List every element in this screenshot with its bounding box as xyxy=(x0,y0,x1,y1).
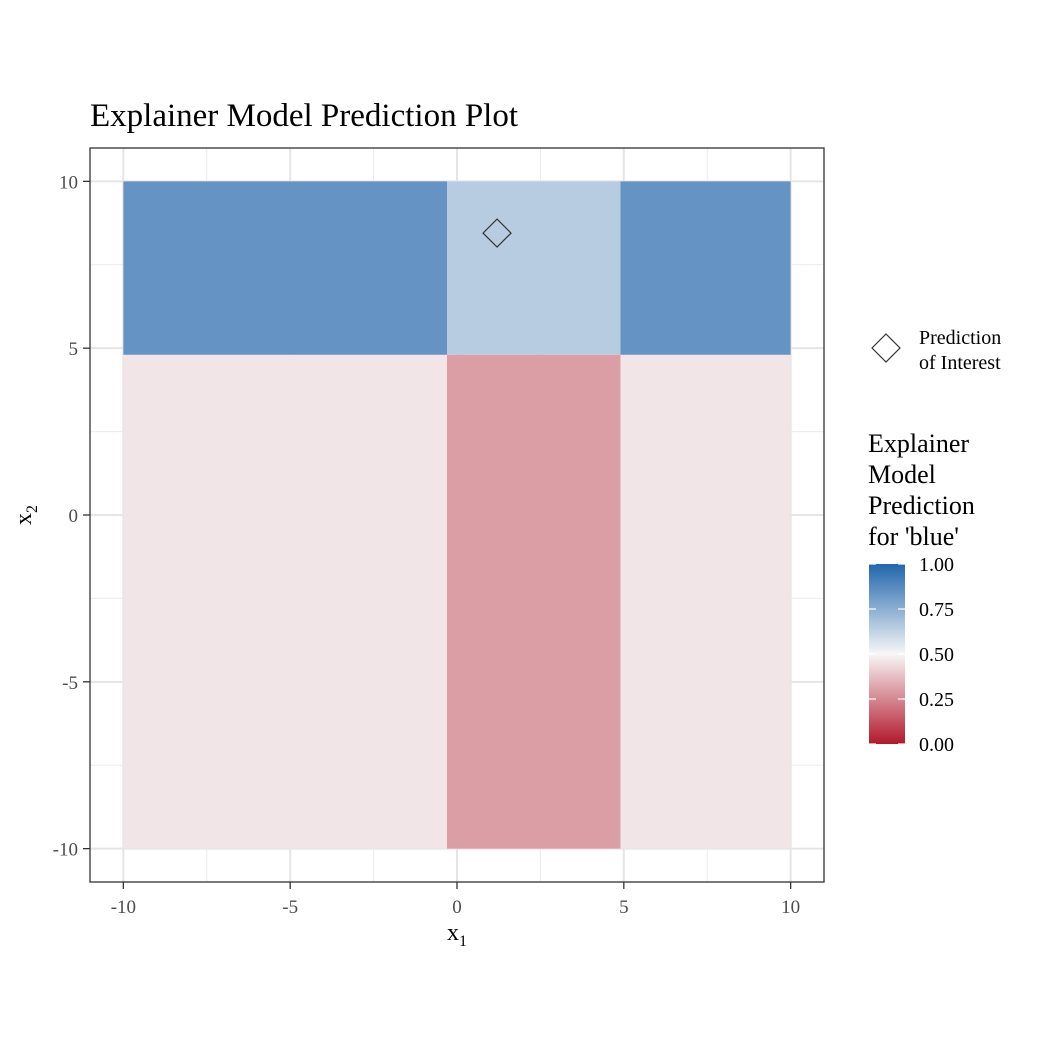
color-legend-title-line-3: Prediction xyxy=(868,491,975,520)
x-tick-label: -5 xyxy=(282,897,298,918)
shape-legend: Prediction of Interest xyxy=(871,327,1001,374)
prediction-of-interest-point xyxy=(482,218,512,248)
x-tick-label: 0 xyxy=(452,897,462,918)
color-legend-title-line-4: for 'blue' xyxy=(868,522,959,551)
y-tick-label: -10 xyxy=(53,840,78,861)
x-axis-title-sub: 1 xyxy=(459,933,467,950)
x-tick-label: 10 xyxy=(781,897,800,918)
color-legend-tick-label: 0.00 xyxy=(919,734,954,756)
y-tick-label: 5 xyxy=(69,339,79,360)
shape-legend-label-line-1: Prediction xyxy=(919,327,1001,349)
color-legend-title: Explainer Model Prediction for 'blue' xyxy=(868,429,975,551)
heatmap-cell xyxy=(123,354,447,849)
chart-title: Explainer Model Prediction Plot xyxy=(90,98,518,134)
color-legend-tick-label: 0.75 xyxy=(919,599,954,621)
x-axis-title: x1 xyxy=(447,920,467,950)
heatmap-cell xyxy=(123,181,447,355)
heatmap-cell xyxy=(446,354,621,849)
y-tick-label: 10 xyxy=(59,172,78,193)
color-legend-title-line-2: Model xyxy=(868,460,936,489)
color-legend-tick-label: 0.50 xyxy=(919,644,954,666)
points-layer xyxy=(482,218,512,248)
heatmap-cell xyxy=(446,181,621,355)
shape-legend-label: Prediction of Interest xyxy=(919,327,1001,374)
y-tick-label: -5 xyxy=(62,673,78,694)
color-legend-title-line-1: Explainer xyxy=(868,429,969,458)
color-legend: Explainer Model Prediction for 'blue' 1.00 0… xyxy=(868,429,975,756)
x-tick-label: 5 xyxy=(619,897,629,918)
color-legend-ticks: 1.00 0.75 0.50 0.25 0.00 xyxy=(869,554,954,756)
shape-legend-label-line-2: of Interest xyxy=(919,352,1001,374)
shape-legend-key xyxy=(871,333,901,363)
y-tick-label: 0 xyxy=(69,506,79,527)
color-legend-tick-label: 0.25 xyxy=(919,689,954,711)
y-axis-title: x2 xyxy=(11,505,41,525)
y-axis-title-main: x xyxy=(11,513,37,525)
x-axis-title-main: x xyxy=(447,920,459,946)
x-axis: -10 -5 0 5 10 xyxy=(111,882,800,918)
heatmap-cells xyxy=(123,181,791,849)
heatmap-cell xyxy=(620,181,791,355)
heatmap-cell xyxy=(620,354,791,849)
x-tick-label: -10 xyxy=(111,897,136,918)
y-axis-title-sub: 2 xyxy=(24,505,41,513)
color-legend-tick-label: 1.00 xyxy=(919,554,954,576)
y-axis: -10 -5 0 5 10 xyxy=(53,172,90,861)
